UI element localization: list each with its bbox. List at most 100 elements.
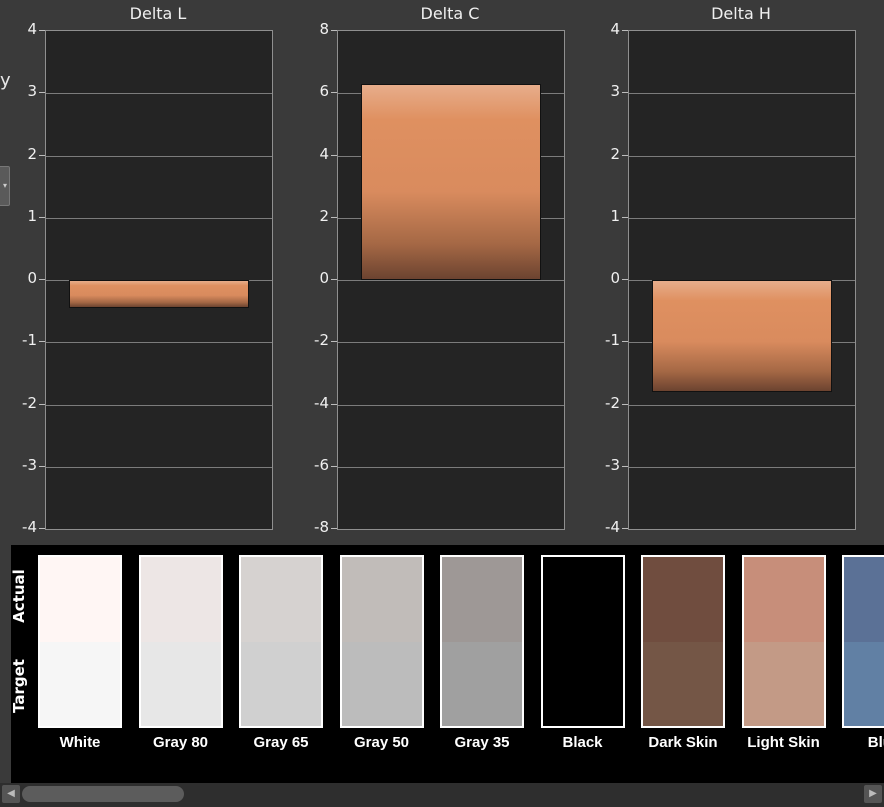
y-tick-label: 2 — [27, 144, 37, 163]
target-color — [542, 641, 623, 726]
actual-color — [542, 557, 623, 642]
y-tick-label: 2 — [610, 144, 620, 163]
chevron-down-icon: ▾ — [2, 181, 7, 190]
actual-color — [643, 557, 723, 642]
color-swatch[interactable] — [540, 555, 625, 728]
gridline — [629, 466, 855, 468]
scroll-left-button[interactable]: ◀ — [2, 785, 20, 803]
y-tick — [622, 216, 628, 218]
y-tick-label: 4 — [27, 20, 37, 38]
y-tick — [331, 528, 337, 529]
y-tick-label: 1 — [27, 206, 37, 225]
actual-color — [442, 557, 522, 642]
y-tick-label: 0 — [27, 269, 37, 287]
gridline — [629, 93, 855, 95]
y-tick — [331, 279, 337, 280]
actual-color — [743, 557, 824, 642]
gridline — [629, 404, 855, 406]
y-tick — [622, 403, 628, 405]
left-edge-dropdown-button[interactable]: ▾ — [0, 166, 10, 206]
y-tick-label: -4 — [22, 518, 37, 536]
scroll-thumb[interactable] — [22, 786, 184, 802]
gridline — [629, 155, 855, 157]
horizontal-scrollbar[interactable]: ◀ ▶ — [0, 783, 884, 807]
y-tick — [39, 465, 45, 467]
gridline — [46, 466, 272, 468]
y-tick-label: -4 — [314, 393, 329, 412]
plot-area — [628, 30, 856, 530]
y-tick-label: -1 — [22, 331, 37, 350]
swatch-name: Gray 80 — [152, 734, 209, 751]
left-edge-partial-text: y — [0, 70, 11, 91]
chart-panel: Delta C 8 6 4 2 0 -2 -4 -6 -8 — [291, 0, 573, 545]
y-tick-label: 4 — [610, 20, 620, 38]
color-swatch[interactable] — [239, 555, 323, 728]
target-color — [341, 641, 422, 726]
y-tick — [39, 154, 45, 156]
y-tick — [39, 30, 45, 31]
swatch-name: White — [59, 734, 101, 751]
color-swatch[interactable] — [842, 555, 884, 728]
y-tick-label: -3 — [22, 455, 37, 474]
y-tick — [622, 30, 628, 31]
swatch-name: Dark Skin — [648, 734, 718, 751]
y-tick — [331, 92, 337, 94]
delta-bar — [652, 280, 832, 393]
y-tick-label: -1 — [605, 331, 620, 350]
y-tick-label: -8 — [314, 518, 329, 536]
plot-area — [45, 30, 273, 530]
color-swatch[interactable] — [440, 555, 524, 728]
gridline — [46, 93, 272, 95]
y-tick — [622, 465, 628, 467]
target-color — [743, 641, 824, 726]
y-tick-label: 6 — [319, 82, 329, 101]
actual-axis-label: Actual — [11, 569, 28, 623]
target-color — [844, 641, 884, 726]
swatch-name: Blue — [867, 734, 884, 751]
y-tick — [331, 154, 337, 156]
chart-panel: Delta H 4 3 2 1 0 -1 -2 -3 -4 — [582, 0, 864, 545]
y-tick — [39, 279, 45, 280]
y-tick-label: -6 — [314, 455, 329, 474]
scroll-right-button[interactable]: ▶ — [864, 785, 882, 803]
y-tick-label: -3 — [605, 455, 620, 474]
swatch-strip: Actual Target White Gray 80 Gray 65 Gray 50… — [11, 545, 884, 783]
swatch-name: Gray 65 — [253, 734, 309, 751]
swatch-name: Black — [562, 734, 603, 751]
y-tick — [331, 30, 337, 31]
target-color — [643, 641, 723, 726]
target-color — [442, 641, 522, 726]
y-tick — [622, 528, 628, 529]
color-swatch[interactable] — [339, 555, 424, 728]
y-tick-label: 3 — [610, 82, 620, 101]
gridline — [629, 217, 855, 219]
target-color — [40, 641, 120, 726]
target-axis-label: Target — [11, 659, 28, 713]
y-tick — [622, 341, 628, 343]
y-tick — [39, 216, 45, 218]
y-tick — [39, 341, 45, 343]
color-swatch[interactable] — [138, 555, 223, 728]
y-tick-label: -2 — [605, 393, 620, 412]
y-tick — [622, 92, 628, 94]
swatch-name: Light Skin — [747, 734, 820, 751]
y-tick-label: 8 — [319, 20, 329, 38]
gridline — [46, 404, 272, 406]
swatch-name: Gray 50 — [353, 734, 410, 751]
color-swatch[interactable] — [38, 555, 122, 728]
gridline — [338, 342, 564, 344]
actual-color — [844, 557, 884, 642]
actual-color — [40, 557, 120, 642]
chart-panel: Delta L 4 3 2 1 0 -1 -2 -3 -4 — [0, 0, 281, 545]
y-tick — [331, 403, 337, 405]
y-tick-label: 0 — [319, 269, 329, 287]
color-swatch[interactable] — [641, 555, 725, 728]
color-swatch[interactable] — [741, 555, 826, 728]
actual-color — [241, 557, 321, 642]
target-color — [140, 641, 221, 726]
gridline — [46, 217, 272, 219]
y-tick-label: -2 — [314, 331, 329, 350]
y-tick — [331, 465, 337, 467]
y-tick — [39, 92, 45, 94]
delta-bar — [69, 280, 249, 308]
